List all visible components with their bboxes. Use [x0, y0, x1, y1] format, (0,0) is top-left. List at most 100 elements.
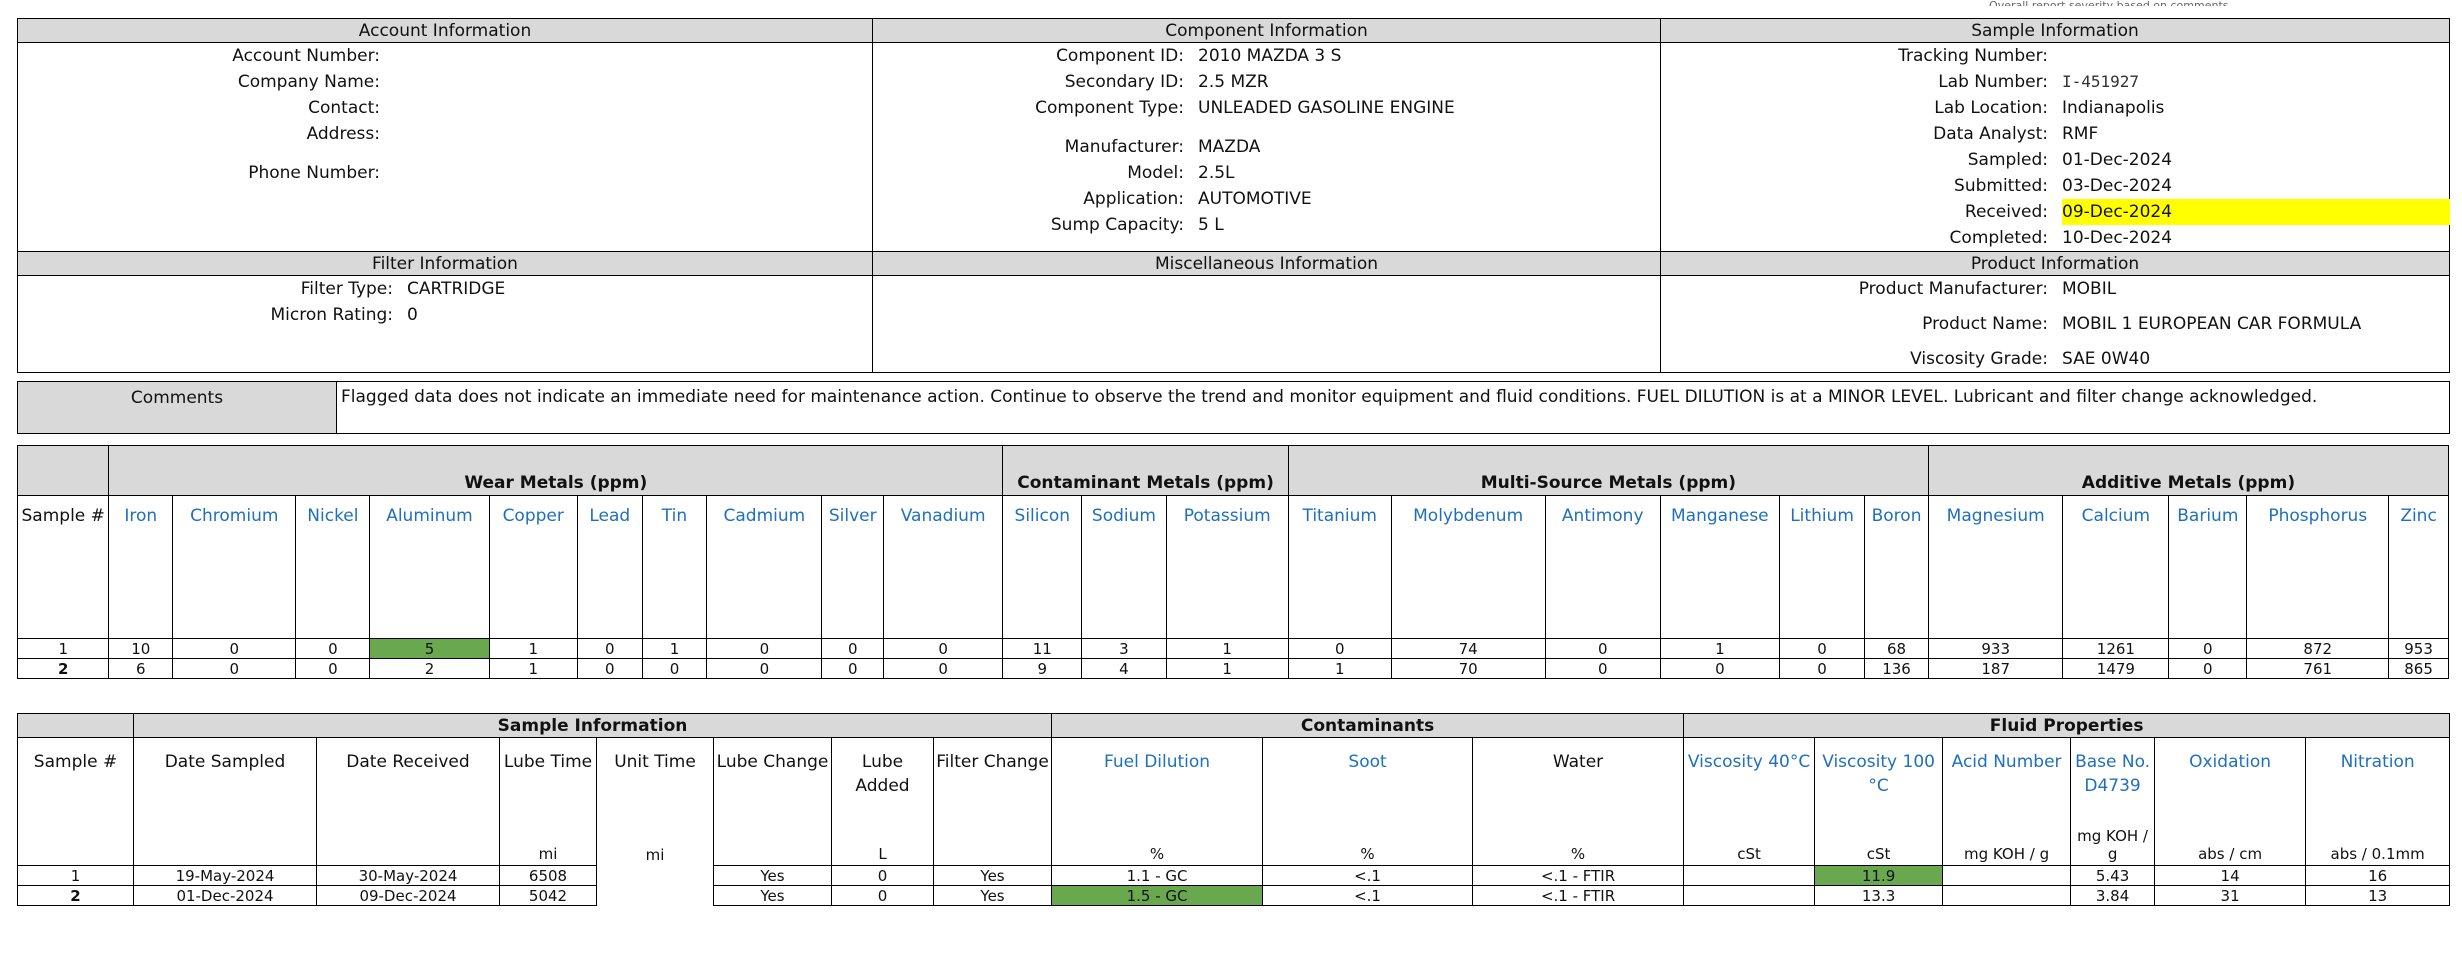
tracking-number-label: Tracking Number:: [1898, 46, 2048, 66]
metal-header-tin: Tin: [641, 495, 708, 639]
metal-header-phosphorus: Phosphorus: [2246, 495, 2390, 639]
metal-cell-barium: 0: [2168, 638, 2248, 659]
soot-header: Soot%: [1262, 737, 1474, 866]
manufacturer-label: Manufacturer:: [1064, 137, 1184, 157]
metal-cell-potassium: 1: [1165, 638, 1289, 659]
product-name-value: MOBIL 1 EUROPEAN CAR FORMULA: [2062, 314, 2362, 334]
submitted-label: Submitted:: [1954, 176, 2048, 196]
address-label: Address:: [306, 124, 380, 144]
filter-type-label: Filter Type:: [300, 279, 393, 299]
cell-filter-change: Yes: [932, 885, 1053, 906]
model-label: Model:: [1127, 163, 1184, 183]
metal-cell-lead: 0: [576, 658, 643, 679]
metal-header-copper: Copper: [488, 495, 578, 639]
acid-number-header-text: Acid Number: [1951, 752, 2062, 772]
product-manufacturer-label: Product Manufacturer:: [1858, 279, 2048, 299]
cell-visc100: 11.9: [1814, 865, 1944, 886]
metal-header-cadmium: Cadmium: [706, 495, 823, 639]
cell-visc40: [1683, 865, 1816, 886]
product-name-label: Product Name:: [1922, 314, 2048, 334]
cell-acid: [1942, 885, 2072, 906]
metal-cell-silicon: 11: [1002, 638, 1083, 659]
metal-header-lead: Lead: [576, 495, 643, 639]
fluid-properties-group-header: Fluid Properties: [1683, 713, 2451, 738]
account-header: Account Information: [17, 18, 873, 43]
metal-header-vanadium: Vanadium: [883, 495, 1004, 639]
oxidation-header-text: Oxidation: [2189, 752, 2272, 772]
acid-number-unit: mg KOH / g: [1964, 845, 2050, 863]
metals-sample-header: Sample #: [16, 495, 110, 639]
metal-header-magnesium: Magnesium: [1927, 495, 2064, 639]
cell-visc40: [1683, 885, 1816, 906]
sampled-value: 01-Dec-2024: [2062, 150, 2173, 170]
filter-header: Filter Information: [17, 251, 873, 276]
metal-cell-copper: 1: [488, 638, 578, 659]
table-row: 2 01-Dec-2024 09-Dec-2024 5042 Yes 0 Yes 1.5 - …: [17, 885, 2451, 906]
sample-number-header-text: Sample #: [33, 752, 118, 772]
oxidation-unit: abs / cm: [2198, 845, 2263, 863]
cell-visc100: 13.3: [1814, 885, 1944, 906]
cell-lube-time: 6508: [499, 865, 597, 886]
metal-cell-sodium: 3: [1081, 638, 1167, 659]
lab-location-label: Lab Location:: [1934, 98, 2048, 118]
metal-cell-titanium: 1: [1287, 658, 1392, 679]
lube-added-header-text: Lube Added: [855, 752, 910, 796]
cell-base: 3.84: [2070, 885, 2156, 906]
multi-source-metals-header: Multi-Source Metals (ppm): [1287, 445, 1929, 496]
cell-soot: <.1: [1262, 865, 1474, 886]
metal-cell-nickel: 0: [295, 638, 371, 659]
metal-cell-zinc: 953: [2388, 638, 2449, 659]
viscosity-100-header: Viscosity 100 °C cSt: [1814, 737, 1944, 866]
cell-sample: 2: [17, 885, 134, 906]
metal-cell-vanadium: 0: [883, 638, 1004, 659]
lube-time-header: Lube Time mi: [499, 737, 597, 866]
metal-cell-lithium: 0: [1778, 638, 1866, 659]
metal-cell-silver: 0: [821, 638, 885, 659]
metal-cell-silicon: 9: [1002, 658, 1083, 679]
application-value: AUTOMOTIVE: [1198, 189, 1312, 209]
lube-change-header: Lube Change: [713, 737, 832, 866]
metal-cell-copper: 1: [488, 658, 578, 679]
metal-header-potassium: Potassium: [1165, 495, 1289, 639]
metal-cell-titanium: 0: [1287, 638, 1392, 659]
manufacturer-value: MAZDA: [1198, 137, 1261, 157]
metal-cell-manganese: 0: [1659, 658, 1780, 679]
sampled-label: Sampled:: [1967, 150, 2048, 170]
metal-cell-sodium: 4: [1081, 658, 1167, 679]
metal-cell-barium: 0: [2168, 658, 2248, 679]
date-sampled-header: Date Sampled: [133, 737, 317, 866]
received-value-cell: 09-Dec-2024: [2062, 199, 2450, 225]
unit-time-header-text: Unit Time: [614, 752, 696, 772]
wear-metals-header: Wear Metals (ppm): [108, 445, 1004, 496]
sample-info-header: Sample Information: [1660, 18, 2450, 43]
metal-header-chromium: Chromium: [172, 495, 297, 639]
filter-change-header: Filter Change: [932, 737, 1053, 866]
metal-header-iron: Iron: [108, 495, 174, 639]
fuel-dilution-unit: %: [1149, 845, 1165, 863]
micron-rating-label: Micron Rating:: [270, 305, 393, 325]
unit-time-header: Unit Time mi: [596, 737, 714, 866]
contaminant-metals-header: Contaminant Metals (ppm): [1002, 445, 1289, 496]
metal-cell-phosphorus: 872: [2246, 638, 2390, 659]
cell-water: <.1 - FTIR: [1472, 885, 1685, 906]
product-header: Product Information: [1660, 251, 2450, 276]
viscosity-40-header-text: Viscosity 40°C: [1687, 752, 1811, 772]
sample-number-cell: 1: [16, 638, 110, 659]
metal-cell-phosphorus: 761: [2246, 658, 2390, 679]
info-table: Account Information Component Informatio…: [17, 18, 2450, 373]
account-section: Account Number: Company Name: Contact: A…: [17, 42, 873, 252]
metal-cell-silver: 0: [821, 658, 885, 679]
metal-header-nickel: Nickel: [295, 495, 371, 639]
sample-info-group-header: Sample Information: [132, 713, 1053, 738]
comments-text: Flagged data does not indicate an immedi…: [336, 381, 2450, 434]
metal-cell-chromium: 0: [172, 658, 297, 679]
metal-header-aluminum: Aluminum: [369, 495, 490, 639]
filter-type-value: CARTRIDGE: [407, 279, 506, 299]
metal-header-silver: Silver: [821, 495, 885, 639]
cell-soot: <.1: [1262, 885, 1474, 906]
viscosity-40-header: Viscosity 40°C cSt: [1683, 737, 1816, 866]
viscosity-100-unit: cSt: [1866, 845, 1891, 863]
data-analyst-value: RMF: [2062, 124, 2099, 144]
viscosity-40-unit: cSt: [1737, 845, 1761, 863]
application-label: Application:: [1083, 189, 1184, 209]
